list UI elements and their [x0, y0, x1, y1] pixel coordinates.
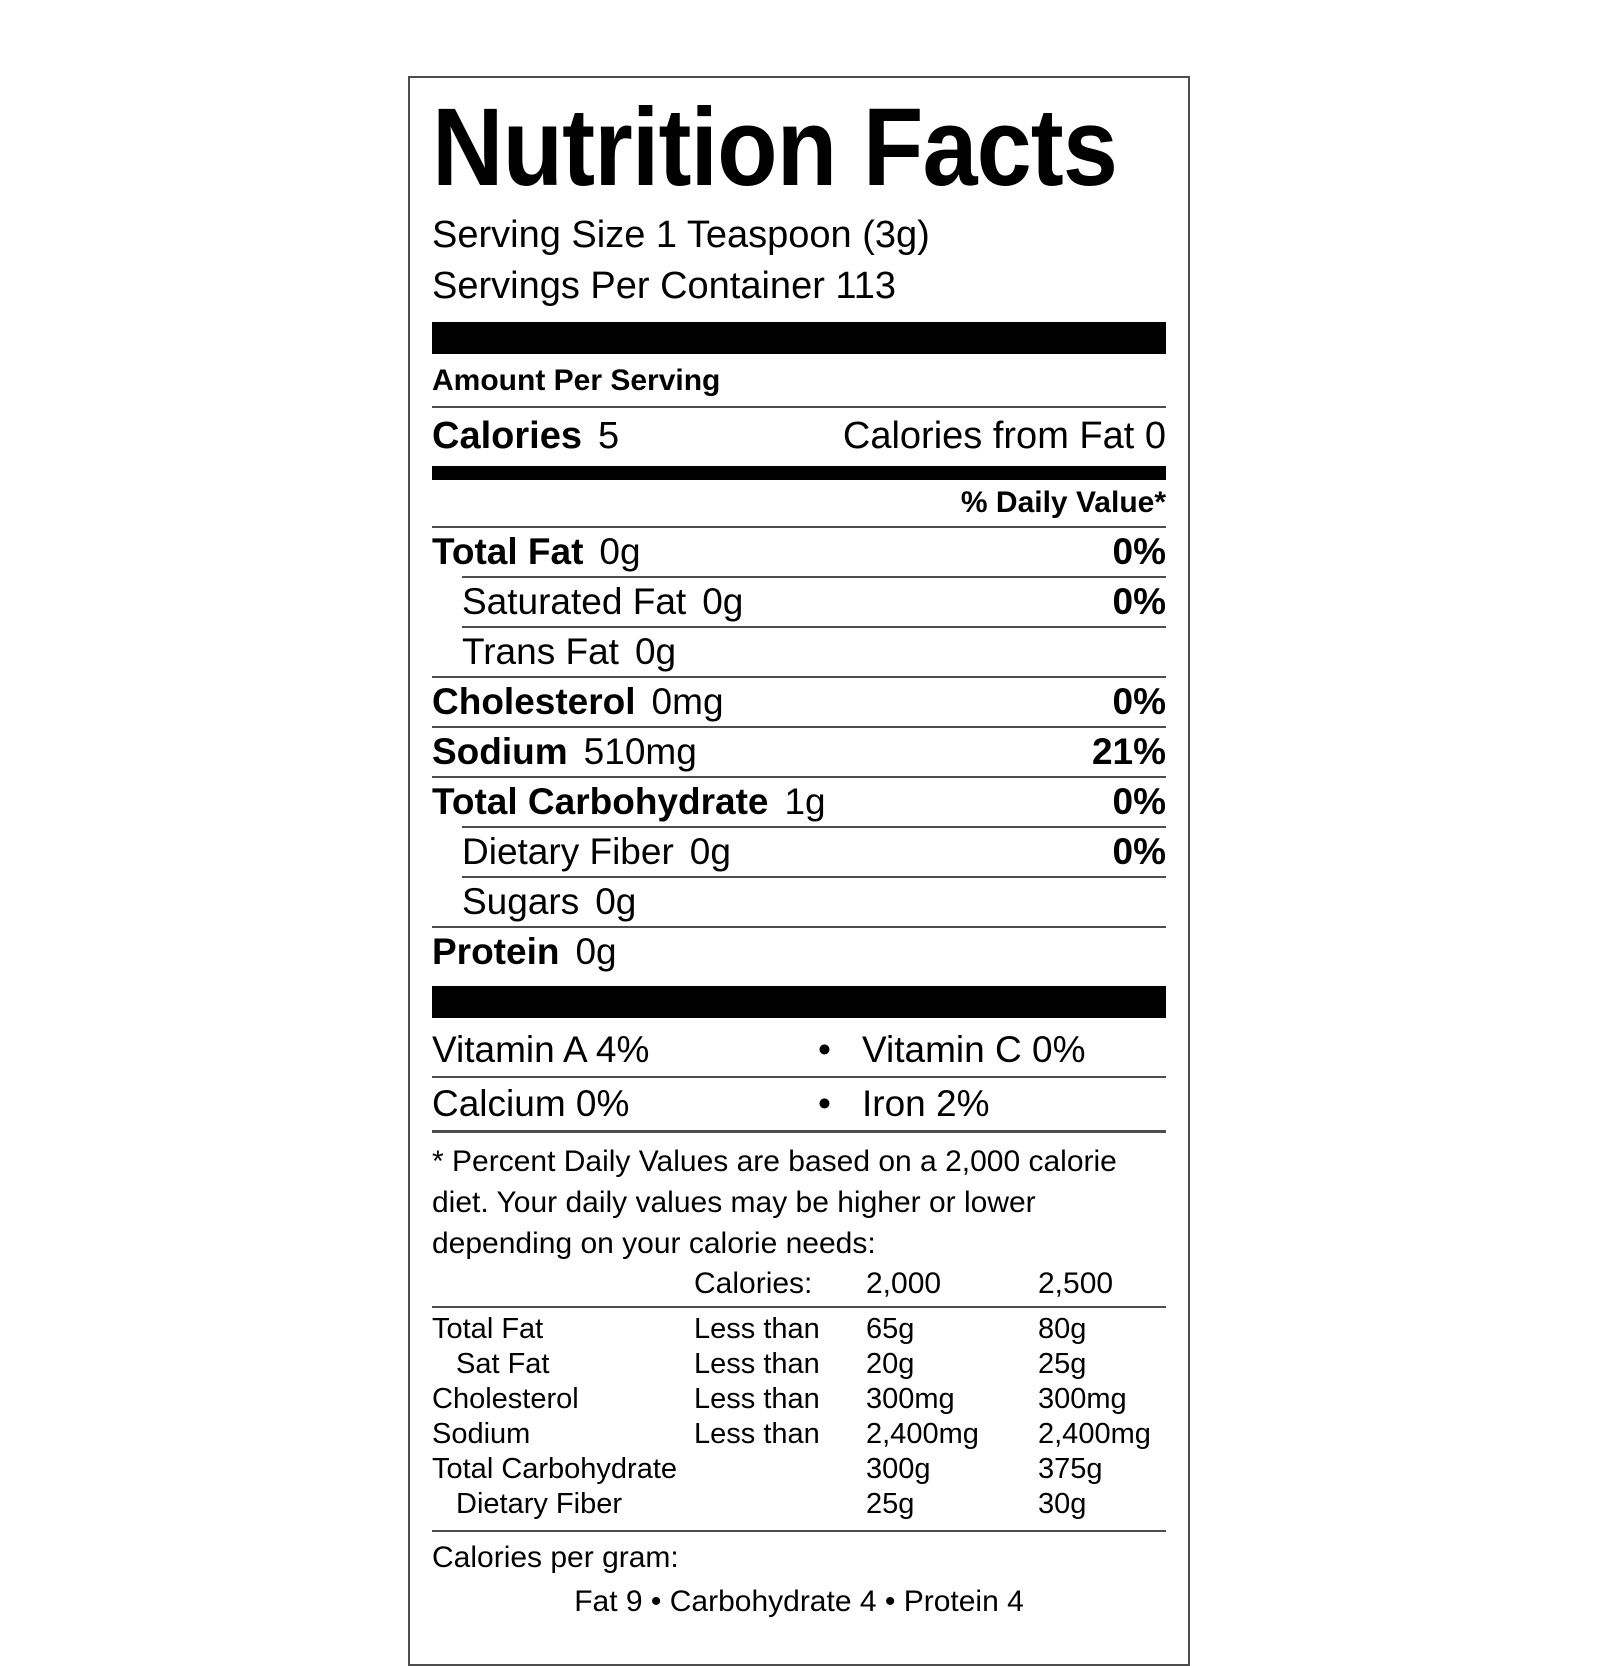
vitamin-row: Calcium 0% • Iron 2%	[432, 1076, 1166, 1130]
divider	[432, 1130, 1166, 1134]
divider	[432, 1530, 1166, 1533]
table-row: Cholesterol Less than 300mg 300mg	[432, 1383, 1127, 1416]
daily-values-footnote: * Percent Daily Values are based on a 2,…	[432, 1145, 1117, 1261]
calories-from-fat: Calories from Fat 0	[842, 415, 1166, 458]
calories-value: 5	[597, 415, 620, 458]
nutrient-row-trans-fat: Trans Fat 0g	[462, 626, 1166, 676]
table-row: Sat Fat Less than 20g 25g	[456, 1348, 1087, 1381]
nutrient-row-sugars: Sugars 0g	[462, 876, 1166, 926]
nutrition-facts-label: Nutrition Facts Serving Size 1 Teaspoon …	[408, 76, 1190, 1666]
table-row: Sodium Less than 2,400mg 2,400mg	[432, 1418, 1151, 1451]
servings-per-container: Servings Per Container 113	[432, 265, 896, 308]
nutrient-dv: 0%	[1112, 781, 1166, 823]
table-header-row: Calories: 2,000 2,500	[432, 1264, 1166, 1306]
bullet-icon: •	[818, 1083, 831, 1125]
nutrient-amount: 0g	[575, 931, 617, 973]
nutrient-name: Sugars	[462, 881, 580, 923]
calories-per-gram-values: Fat 9 • Carbohydrate 4 • Protein 4	[574, 1585, 1024, 1619]
nutrient-name: Saturated Fat	[462, 581, 687, 623]
amount-per-serving-heading: Amount Per Serving	[432, 364, 721, 398]
nutrient-dv: 0%	[1112, 581, 1166, 623]
calories-per-gram-label: Calories per gram:	[432, 1541, 679, 1575]
nutrient-amount: 0g	[599, 531, 641, 573]
col-2500-label: 2,500	[1038, 1267, 1114, 1301]
vitamin-c: Vitamin C 0%	[862, 1029, 1086, 1071]
nutrient-amount: 1g	[784, 781, 826, 823]
separator-bar-medium	[432, 466, 1166, 481]
nutrient-amount: 0mg	[651, 681, 724, 723]
daily-values-table: Calories: 2,000 2,500 Total Fat Less tha…	[432, 1264, 1166, 1530]
nutrient-name: Protein	[432, 931, 560, 973]
iron: Iron 2%	[862, 1083, 990, 1125]
nutrient-amount: 0g	[702, 581, 744, 623]
nutrient-dv: 0%	[1112, 681, 1166, 723]
nutrient-name: Total Carbohydrate	[432, 781, 769, 823]
nutrient-dv: 0%	[1112, 831, 1166, 873]
label-title: Nutrition Facts	[432, 86, 1118, 209]
col-2000-label: 2,000	[866, 1267, 942, 1301]
daily-value-header: % Daily Value*	[960, 486, 1166, 520]
vitamin-row: Vitamin A 4% • Vitamin C 0%	[432, 1024, 1166, 1076]
nutrient-dv: 0%	[1112, 531, 1166, 573]
separator-bar-thick	[432, 986, 1166, 1019]
table-row: Dietary Fiber 25g 30g	[456, 1488, 1087, 1521]
nutrient-row-saturated-fat: Saturated Fat 0g 0%	[462, 576, 1166, 626]
nutrient-row-protein: Protein 0g	[432, 926, 1166, 976]
table-row: Total Carbohydrate 300g 375g	[432, 1453, 1103, 1486]
nutrient-amount: 510mg	[583, 731, 697, 773]
serving-size: Serving Size 1 Teaspoon (3g)	[432, 214, 930, 257]
nutrient-name: Sodium	[432, 731, 568, 773]
nutrient-name: Dietary Fiber	[462, 831, 674, 873]
nutrient-name: Total Fat	[432, 531, 584, 573]
calcium: Calcium 0%	[432, 1083, 630, 1125]
nutrient-name: Cholesterol	[432, 681, 636, 723]
vitamin-a: Vitamin A 4%	[432, 1029, 650, 1071]
nutrient-row-cholesterol: Cholesterol 0mg 0%	[432, 676, 1166, 726]
calories-label: Calories	[432, 415, 582, 458]
separator-bar-thick	[432, 322, 1166, 355]
nutrient-row-total-carbohydrate: Total Carbohydrate 1g 0%	[432, 776, 1166, 826]
nutrient-row-dietary-fiber: Dietary Fiber 0g 0%	[462, 826, 1166, 876]
bullet-icon: •	[818, 1029, 831, 1071]
nutrient-amount: 0g	[595, 881, 637, 923]
nutrient-dv: 21%	[1091, 731, 1166, 773]
calories-cell: Calories 5	[432, 408, 619, 464]
col-calories-label: Calories:	[694, 1267, 813, 1301]
nutrient-row-sodium: Sodium 510mg 21%	[432, 726, 1166, 776]
nutrient-row-total-fat: Total Fat 0g 0%	[432, 526, 1166, 576]
nutrient-name: Trans Fat	[462, 631, 619, 673]
table-row: Total Fat Less than 65g 80g	[432, 1313, 1087, 1346]
nutrient-amount: 0g	[689, 831, 731, 873]
nutrient-amount: 0g	[634, 631, 677, 673]
calories-row: Calories 5 Calories from Fat 0	[432, 406, 1166, 466]
